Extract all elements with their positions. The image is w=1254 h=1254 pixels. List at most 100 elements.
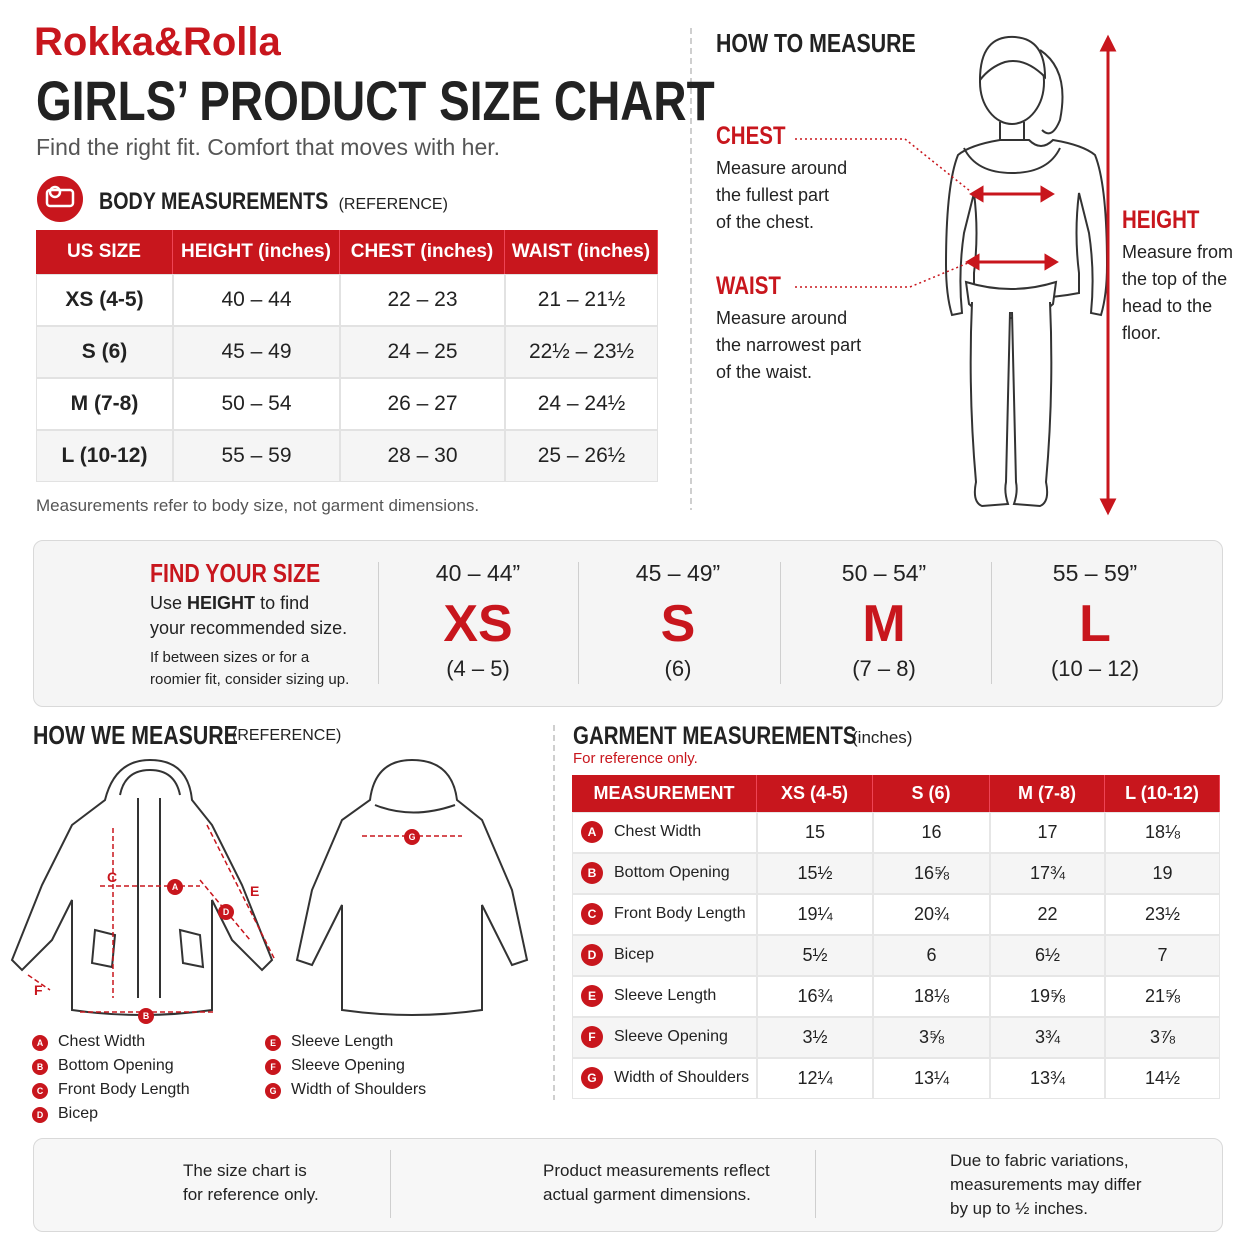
table-cell: 7 <box>1105 935 1220 976</box>
legend-label: Sleeve Length <box>291 1033 394 1050</box>
find-note: If between sizes or for a <box>150 649 310 666</box>
table-cell: 22½ – 23½ <box>505 326 658 378</box>
table-cell: 13¾ <box>990 1058 1105 1099</box>
qualifier: (REFERENCE) <box>232 727 342 744</box>
letter-badge: B <box>32 1059 48 1075</box>
text: Use <box>150 593 183 613</box>
letter-badge: A <box>581 821 603 843</box>
girl-figure <box>944 35 1109 508</box>
letter-badge: D <box>218 904 234 920</box>
table-cell: 23½ <box>1105 894 1220 935</box>
legend-label: Bottom Opening <box>58 1057 174 1074</box>
measure-text: the narrowest part <box>716 335 862 355</box>
text: to find <box>260 593 310 613</box>
size-letter: L <box>1079 595 1111 653</box>
measure-text: the top of the <box>1122 269 1228 289</box>
table-cell: 50 – 54 <box>173 378 340 430</box>
letter-badge: F <box>265 1059 281 1075</box>
table-cell: 16 <box>873 812 990 853</box>
divider <box>578 562 579 684</box>
table-cell: 6 <box>873 935 990 976</box>
measure-text: of the chest. <box>716 212 815 232</box>
legend-label: Front Body Length <box>58 1081 190 1098</box>
letter-badge: G <box>404 829 420 845</box>
letter-badge: D <box>32 1107 48 1123</box>
table-cell: 17¾ <box>990 853 1105 894</box>
legend-label: Bicep <box>58 1105 99 1122</box>
legend-label: Sleeve Opening <box>291 1057 405 1074</box>
table-cell: 3⅞ <box>1105 1017 1220 1058</box>
measure-label: CHEST <box>716 122 786 150</box>
size-range: (4 – 5) <box>446 656 510 681</box>
measure-text: Measure around <box>716 158 848 178</box>
find-panel <box>33 540 1223 707</box>
divider <box>378 562 379 684</box>
garment-heading: GARMENT MEASUREMENTS <box>573 722 857 750</box>
subtitle: Find the right fit. Comfort that moves w… <box>36 134 501 160</box>
body-icon <box>37 176 83 222</box>
measure-label: HEIGHT <box>1122 206 1200 234</box>
size-height: 55 – 59” <box>1052 560 1138 586</box>
footer-text: Due to fabric variations, <box>950 1151 1129 1170</box>
letter-badge: B <box>581 862 603 884</box>
table-header: MEASUREMENT <box>572 775 757 812</box>
measure-text: Measure around <box>716 308 848 328</box>
divider <box>780 562 781 684</box>
letter-badge: F <box>581 1026 603 1048</box>
letter-badge: C <box>581 903 603 925</box>
table-cell: 55 – 59 <box>173 430 340 482</box>
table-cell: 28 – 30 <box>340 430 505 482</box>
qualifier: (REFERENCE) <box>338 196 448 213</box>
find-line: your recommended size. <box>150 618 348 638</box>
measure-text: Measure from <box>1122 242 1234 262</box>
measurement-name: Sleeve Length <box>614 987 717 1004</box>
table-cell: S (6) <box>36 326 173 378</box>
diagram-letter: C <box>107 869 118 885</box>
jacket-front <box>10 758 274 1016</box>
letter-badge: D <box>581 944 603 966</box>
table-cell: XS (4-5) <box>36 274 173 326</box>
garment-note: For reference only. <box>573 750 698 767</box>
footer-text: Product measurements reflect <box>543 1161 770 1180</box>
measure-label: WAIST <box>716 272 781 300</box>
table-cell: 19 <box>1105 853 1220 894</box>
size-height: 40 – 44” <box>435 560 521 586</box>
footer-text: by up to ½ inches. <box>950 1199 1088 1218</box>
table-cell: 21 – 21½ <box>505 274 658 326</box>
measurement-name: Chest Width <box>614 823 702 840</box>
letter-badge: G <box>265 1083 281 1099</box>
how-to-heading: HOW TO MEASURE <box>716 28 916 58</box>
table-cell: 19¼ <box>757 894 873 935</box>
letter-badge: G <box>581 1067 603 1089</box>
diagram-letter: E <box>250 883 260 899</box>
heading-text: HOW WE MEASURE <box>33 720 238 750</box>
size-range: (10 – 12) <box>1050 656 1140 681</box>
table-header: S (6) <box>873 775 990 812</box>
how-we-heading: HOW WE MEASURE <box>33 720 238 751</box>
body-note: Measurements refer to body size, not gar… <box>36 496 480 515</box>
size-range: (7 – 8) <box>852 656 916 681</box>
table-header: XS (4-5) <box>757 775 873 812</box>
table-cell: 5½ <box>757 935 873 976</box>
size-letter: XS <box>443 595 513 653</box>
table-cell: 15 <box>757 812 873 853</box>
table-cell: 14½ <box>1105 1058 1220 1099</box>
size-letter: M <box>862 595 906 653</box>
letter-badge: A <box>167 879 183 895</box>
legend-label: Chest Width <box>58 1033 146 1050</box>
table-cell: 18⅛ <box>1105 812 1220 853</box>
table-cell: 40 – 44 <box>173 274 340 326</box>
table-cell: 24 – 24½ <box>505 378 658 430</box>
footer-panel <box>33 1138 1223 1232</box>
table-cell: 21⅝ <box>1105 976 1220 1017</box>
divider <box>815 1150 816 1218</box>
title: GIRLS’ PRODUCT SIZE CHART <box>36 69 715 132</box>
divider <box>991 562 992 684</box>
table-cell: M (7-8) <box>36 378 173 430</box>
find-line: Use HEIGHT to find <box>150 593 309 614</box>
table-cell: 24 – 25 <box>340 326 505 378</box>
table-cell: 19⅝ <box>990 976 1105 1017</box>
table-cell: 26 – 27 <box>340 378 505 430</box>
qualifier: (inches) <box>852 728 913 747</box>
